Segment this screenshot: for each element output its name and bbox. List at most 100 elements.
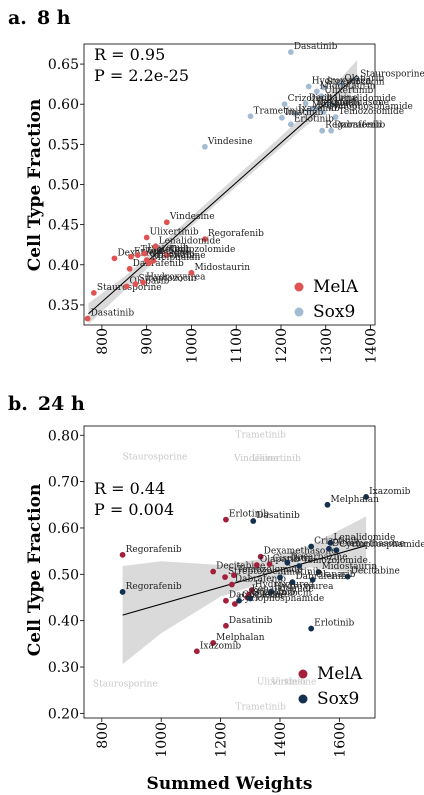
data-point: [247, 595, 254, 602]
legend-marker: [294, 282, 304, 292]
point-label: Hydroxyurea: [146, 272, 206, 282]
data-point: [223, 597, 229, 604]
data-point: [228, 581, 235, 588]
data-point: [308, 625, 315, 632]
data-point: [111, 255, 118, 262]
x-tick-label: 1400: [273, 722, 289, 758]
data-point: [296, 563, 303, 569]
point-label: Hydroxyurea: [274, 582, 334, 592]
point-label: Dexamethasone: [316, 98, 389, 108]
data-point: [248, 587, 255, 593]
point-label: Cyclophosphamide: [339, 540, 424, 550]
panel-label-title: 24 h: [38, 393, 85, 415]
point-label: Imatinib: [283, 568, 322, 578]
point-label: Crizotinib: [288, 94, 333, 104]
point-label: Dasatinib: [256, 511, 300, 521]
point-label: Trametinib: [141, 245, 192, 255]
data-point: [326, 545, 332, 552]
legend: MelA Sox9: [298, 664, 363, 709]
legend-marker: [294, 307, 304, 317]
point-label: Cyclophosphamide: [238, 594, 324, 604]
point-label: Ulixertinib: [324, 86, 373, 96]
data-point: [84, 315, 91, 322]
x-tick-label: 1000: [154, 722, 170, 758]
point-label: Streptozocin: [138, 274, 196, 284]
confidence-band: [88, 60, 358, 325]
faded-point-label: Ulixertinib: [252, 454, 301, 464]
faded-point-label: Trametinib: [235, 431, 286, 441]
point-label: Ixazomib: [200, 641, 242, 651]
data-point: [223, 622, 229, 629]
point-label: Dabrafenib: [295, 572, 346, 582]
y-tick-label: 0.70: [48, 475, 79, 491]
x-tick-label: 1600: [332, 722, 348, 758]
point-label: Lenalidomide: [334, 94, 396, 104]
data-point: [302, 100, 309, 107]
data-point: [313, 106, 320, 112]
x-tick-label: 800: [95, 328, 111, 355]
data-point: [128, 253, 134, 260]
point-label: Regorafenib: [126, 545, 182, 555]
data-point: [305, 83, 312, 90]
y-tick-label: 0.55: [48, 137, 79, 153]
faded-point-label: Staurosporine: [123, 452, 188, 462]
point-label: Regorafenib: [208, 229, 264, 239]
point-label: Ixazomib: [147, 244, 189, 254]
point-label: Imatinib: [285, 108, 324, 118]
plot-frame: [83, 425, 376, 719]
data-point: [320, 109, 327, 116]
y-tick-label: 0.50: [48, 178, 79, 194]
y-tick-label: 0.80: [48, 428, 79, 444]
point-label: Temozolomide: [302, 556, 368, 566]
data-point: [287, 121, 294, 128]
point-label: Dasatinib: [294, 42, 338, 52]
x-tick-label: 1200: [214, 722, 230, 758]
point-label: Cisplatin: [242, 591, 283, 601]
point-label: Olaparib: [260, 555, 300, 565]
point-label: Lenalidomide: [252, 585, 314, 595]
data-point: [201, 236, 208, 242]
data-point: [231, 601, 238, 607]
point-label: Dasatinib: [91, 309, 135, 319]
data-point: [309, 576, 316, 583]
point-label: Decitabine: [156, 251, 205, 261]
legend-label: Sox9: [313, 302, 355, 322]
y-axis-title: Cell Type Fraction: [25, 484, 45, 657]
data-point: [210, 640, 217, 646]
point-label: Ixazomib: [369, 487, 411, 497]
data-point: [141, 250, 148, 257]
point-label: Dabrafenib: [235, 575, 286, 585]
data-point: [253, 562, 260, 568]
point-label: Decitabine: [216, 562, 265, 572]
point-label: Decitabine: [309, 93, 358, 103]
point-label: Regorafenib: [325, 121, 381, 131]
y-tick-label: 0.60: [48, 521, 79, 537]
panel-label-letter: b.: [8, 393, 28, 415]
data-point: [278, 114, 285, 121]
faded-point-label: Vindesine: [271, 678, 317, 688]
data-point: [266, 561, 273, 568]
point-label: Olaparib: [316, 570, 356, 580]
data-point: [150, 257, 157, 264]
x-tick-label: 800: [95, 722, 111, 749]
point-label: Melphalan: [330, 495, 379, 505]
point-label: Streptozocin: [228, 567, 286, 577]
panel-title: b. 24 h: [8, 393, 85, 415]
data-point: [222, 574, 228, 580]
point-label: Dexamethasone: [264, 547, 337, 557]
y-axis-title: Cell Type Fraction: [25, 99, 45, 272]
x-tick-label: 900: [140, 328, 156, 355]
data-point: [134, 252, 141, 259]
point-label: Crizotinib: [314, 537, 359, 547]
data-point: [201, 143, 208, 150]
stat-text: P = 2.2e-25: [94, 66, 189, 85]
data-point: [140, 279, 146, 286]
point-label: Hydroxyurea: [255, 580, 315, 590]
data-point: [210, 568, 217, 575]
data-point: [305, 107, 312, 114]
data-point: [292, 110, 299, 117]
data-point: [338, 81, 345, 88]
data-point: [354, 76, 360, 83]
point-label: Streptozocin: [327, 77, 385, 87]
